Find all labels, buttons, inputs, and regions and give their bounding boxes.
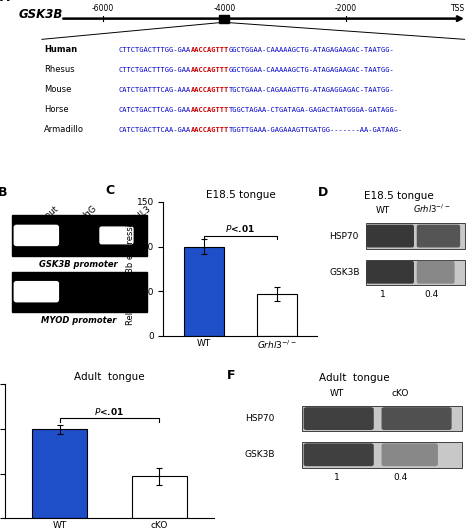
Text: cKO: cKO: [392, 389, 409, 398]
FancyBboxPatch shape: [418, 261, 454, 283]
Text: TGCTGAAA-CAGAAAGTTG-ATAGAGGAGAC-TAATGG-: TGCTGAAA-CAGAAAGTTG-ATAGAGGAGAC-TAATGG-: [229, 87, 395, 93]
Text: Input: Input: [37, 204, 60, 225]
Text: MYOD promoter: MYOD promoter: [41, 316, 116, 325]
Text: AACCAGTTT: AACCAGTTT: [191, 67, 229, 72]
FancyBboxPatch shape: [367, 261, 413, 283]
Text: A: A: [0, 0, 10, 4]
Text: $\it{P}$<.01: $\it{P}$<.01: [94, 406, 125, 417]
FancyBboxPatch shape: [304, 444, 373, 466]
Text: Adult  tongue: Adult tongue: [319, 373, 390, 383]
Text: Mouse: Mouse: [44, 85, 72, 94]
Text: TGGTTGAAA-GAGAAAGTTGATGG-------AA-GATAAG-: TGGTTGAAA-GAGAAAGTTGATGG-------AA-GATAAG…: [229, 126, 403, 133]
Text: -2000: -2000: [335, 4, 356, 13]
Bar: [302, 442, 463, 468]
Text: $\it{P}$<.01: $\it{P}$<.01: [225, 223, 255, 234]
Text: CATCTGATTTCAG-AAA: CATCTGATTTCAG-AAA: [118, 87, 191, 93]
Text: CATCTGACTTCAA-GAA: CATCTGACTTCAA-GAA: [118, 126, 191, 133]
FancyBboxPatch shape: [382, 408, 451, 430]
Text: GGCTGGAA-CAAAAAGCTG-ATAGAGAAGAC-TAATGG-: GGCTGGAA-CAAAAAGCTG-ATAGAGAAGAC-TAATGG-: [229, 67, 395, 72]
Text: $Grhl3^{-/-}$: $Grhl3^{-/-}$: [413, 203, 450, 215]
Text: B: B: [0, 186, 7, 199]
Bar: [365, 260, 465, 285]
Bar: [257, 294, 297, 336]
Text: Human: Human: [44, 45, 77, 54]
Text: Rhesus: Rhesus: [44, 65, 75, 74]
Text: 0.4: 0.4: [424, 290, 438, 299]
Text: AACCAGTTT: AACCAGTTT: [191, 47, 229, 53]
Text: F: F: [227, 369, 235, 382]
Text: WT: WT: [375, 206, 390, 215]
Text: 1: 1: [334, 472, 339, 481]
Bar: [219, 14, 229, 23]
Title: Adult  tongue: Adult tongue: [74, 372, 145, 382]
Text: Armadillo: Armadillo: [44, 125, 84, 134]
Text: CTTCTGACTTTGG-GAA: CTTCTGACTTTGG-GAA: [118, 47, 191, 53]
Bar: [12, 215, 147, 256]
Text: GSK3B: GSK3B: [18, 8, 63, 21]
Text: GSK3B promoter: GSK3B promoter: [39, 260, 118, 269]
Text: C: C: [105, 184, 114, 197]
Text: -4000: -4000: [213, 4, 236, 13]
Text: GGCTGGAA-CAAAAAGCTG-ATAGAGAAGAC-TAATGG-: GGCTGGAA-CAAAAAGCTG-ATAGAGAAGAC-TAATGG-: [229, 47, 395, 53]
Bar: [365, 223, 465, 249]
FancyBboxPatch shape: [367, 225, 413, 247]
Text: Horse: Horse: [44, 105, 69, 114]
Text: GRHL3: GRHL3: [125, 204, 153, 229]
Text: 0.4: 0.4: [393, 472, 408, 481]
Text: GSK3B: GSK3B: [245, 450, 275, 459]
Title: E18.5 tongue: E18.5 tongue: [206, 190, 275, 200]
Text: IgG: IgG: [81, 204, 98, 220]
Bar: [183, 247, 224, 336]
Text: CATCTGACTTCAG-GAA: CATCTGACTTCAG-GAA: [118, 107, 191, 113]
FancyBboxPatch shape: [100, 227, 133, 244]
Bar: [32, 429, 87, 518]
FancyBboxPatch shape: [418, 225, 459, 247]
Text: HSP70: HSP70: [245, 414, 274, 423]
Bar: [302, 406, 463, 431]
Text: AACCAGTTT: AACCAGTTT: [191, 107, 229, 113]
FancyBboxPatch shape: [14, 281, 58, 302]
Text: AACCAGTTT: AACCAGTTT: [191, 87, 229, 93]
Text: TGGCTAGAA-CTGATAGA-GAGACTAATGGGA-GATAGG-: TGGCTAGAA-CTGATAGA-GAGACTAATGGGA-GATAGG-: [229, 107, 399, 113]
FancyBboxPatch shape: [304, 408, 373, 430]
Y-axis label: Relative Gsk3b expression: Relative Gsk3b expression: [126, 213, 135, 325]
Text: TSS: TSS: [450, 4, 465, 13]
Text: WT: WT: [329, 389, 344, 398]
Text: 1: 1: [380, 290, 385, 299]
Bar: [12, 271, 147, 312]
Text: D: D: [318, 186, 328, 199]
Text: CTTCTGACTTTGG-GAA: CTTCTGACTTTGG-GAA: [118, 67, 191, 72]
FancyBboxPatch shape: [382, 444, 437, 466]
Text: AACCAGTTT: AACCAGTTT: [191, 126, 229, 133]
Text: HSP70: HSP70: [329, 232, 359, 241]
FancyBboxPatch shape: [14, 225, 58, 245]
Text: -6000: -6000: [92, 4, 114, 13]
Text: E18.5 tongue: E18.5 tongue: [365, 190, 434, 200]
Text: GSK3B: GSK3B: [329, 268, 360, 277]
Bar: [132, 477, 186, 518]
